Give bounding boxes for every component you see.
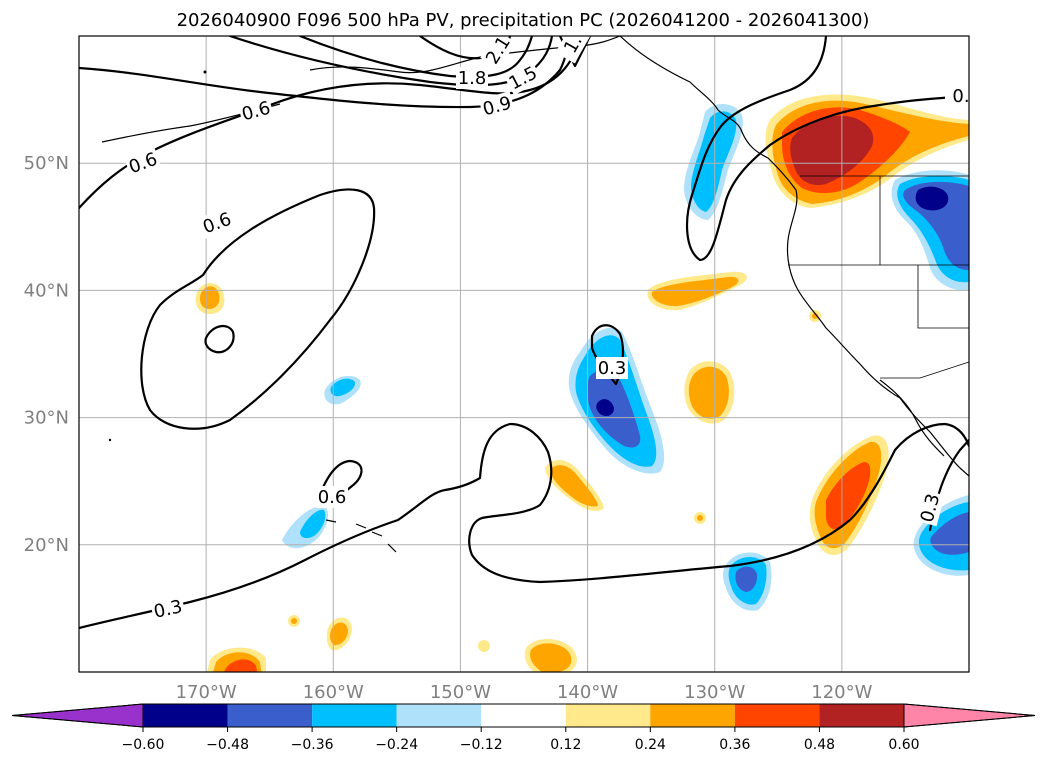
map-panel: 2.11.8 1.51.0.90.60.60.60.30.60.30.30. xyxy=(79,36,969,672)
pv-label-group: 0. xyxy=(945,85,969,107)
colorbar-bin xyxy=(396,704,482,727)
pv-contour-label: 0.3 xyxy=(598,358,627,379)
hawaii-islands xyxy=(325,519,397,553)
x-tick-label: 150°W xyxy=(430,682,491,703)
precip-area-mexico-coast xyxy=(809,435,889,555)
state-border-3 xyxy=(917,265,969,329)
precip-area-135w-40n xyxy=(647,271,747,311)
pv-label-group: 0.9 xyxy=(478,91,516,121)
pv-label-group: 0.3 xyxy=(596,357,628,379)
colorbar-bin xyxy=(227,704,313,727)
colorbar-tick-label: −0.24 xyxy=(375,737,418,753)
pv-contour-0.3-bc xyxy=(686,36,969,262)
state-border-4 xyxy=(880,361,969,379)
colorbar-tick-label: −0.12 xyxy=(460,737,503,753)
colorbar-tick-label: 0.60 xyxy=(888,737,919,753)
x-tick-label: 140°W xyxy=(557,682,618,703)
y-tick-label: 40°N xyxy=(24,280,69,301)
precip-area-montana xyxy=(891,170,969,291)
pv-label-bg xyxy=(915,489,945,527)
pv-label-bg xyxy=(503,60,543,96)
colorbar-tick-label: 0.24 xyxy=(635,737,666,753)
map-frame xyxy=(78,35,970,673)
colorbar-tick-label: 0.48 xyxy=(804,737,835,753)
colorbar-tick-label: −0.60 xyxy=(122,737,165,753)
precip-area-161w xyxy=(282,505,329,549)
colorbar-bin xyxy=(481,704,566,727)
pv-label-bg xyxy=(316,486,348,508)
colorbar: −0.60 −0.48 −0.36 −0.24 −0.12 0.12 0.24 0.36 0.4… xyxy=(11,703,1036,753)
pv-label-bg xyxy=(596,357,628,379)
y-tick-label: 50°N xyxy=(24,153,69,174)
pv-contour-label: 0. xyxy=(952,86,969,107)
pv-label-bg xyxy=(478,91,516,121)
x-tick-label: 120°W xyxy=(811,682,872,703)
colorbar-bin xyxy=(143,704,228,727)
colorbar-extend-max xyxy=(903,703,1036,728)
precip-area-128w xyxy=(723,552,772,611)
baja-coast xyxy=(879,379,945,457)
pv-contour-0.9 xyxy=(79,36,572,109)
pv-label-group: 0.6 xyxy=(316,486,348,508)
coastlines xyxy=(101,36,969,553)
colorbar-bin xyxy=(734,704,820,727)
colorbar-tick-label: −0.36 xyxy=(291,737,334,753)
pv-contour-label: 0.6 xyxy=(318,487,347,508)
colorbar-tick-label: 0.36 xyxy=(719,737,750,753)
precip-area-subtropical-negative xyxy=(568,327,665,474)
pv-label-group: 1.8 xyxy=(456,67,488,89)
pv-contour-0.6-ring xyxy=(140,188,376,430)
pv-contour-0.3-main xyxy=(79,422,969,630)
precip-area-141w xyxy=(545,459,604,511)
precip-area-se-blue xyxy=(913,495,969,576)
precip-area-pacific-nw xyxy=(765,94,969,208)
colorbar-tick-label: 0.12 xyxy=(550,737,581,753)
colorbar-tick-label: −0.48 xyxy=(206,737,249,753)
precip-area-131w xyxy=(684,361,735,424)
y-tick-label: 30°N xyxy=(24,408,69,429)
pv-label-bg xyxy=(124,147,162,179)
x-axis-ticks: 170°W 160°W 150°W 140°W 130°W 120°W xyxy=(176,682,873,703)
pv-label-bg xyxy=(945,85,969,107)
pv-label-bg xyxy=(237,96,275,126)
precip-area-bc-coast xyxy=(684,104,743,220)
colorbar-bin xyxy=(650,704,735,727)
colorbar-bin xyxy=(312,704,397,727)
precip-area-bottom-small xyxy=(207,310,821,672)
pv-contour-0.6-small xyxy=(204,324,235,354)
colorbar-bin xyxy=(565,704,651,727)
pv-contour-labels: 2.11.8 1.51.0.90.60.60.60.30.60.30.30. xyxy=(124,36,969,624)
x-tick-label: 160°W xyxy=(303,682,364,703)
map-grid xyxy=(79,36,969,672)
y-tick-label: 20°N xyxy=(24,535,69,556)
pv-label-bg xyxy=(456,67,488,89)
pv-label-bg xyxy=(555,36,591,64)
x-tick-label: 130°W xyxy=(684,682,745,703)
precip-fills xyxy=(195,94,969,672)
pv-label-bg xyxy=(480,36,516,70)
chart-title: 2026040900 F096 500 hPa PV, precipitatio… xyxy=(177,10,870,31)
pv-label-bg xyxy=(198,207,236,239)
colorbar-bin xyxy=(819,704,904,727)
y-axis-ticks: 50°N 40°N 30°N 20°N xyxy=(24,153,69,556)
pv-label-group: 0.3 xyxy=(915,489,945,527)
pv-label-bg xyxy=(150,594,186,624)
x-tick-label: 170°W xyxy=(176,682,237,703)
pv-contour-1.5 xyxy=(228,36,554,87)
pv-label-group: 1. xyxy=(555,36,591,64)
pv-label-group: 0.3 xyxy=(150,594,186,624)
pv-contour-label: 1.8 xyxy=(458,68,487,89)
colorbar-extend-min xyxy=(11,703,144,728)
